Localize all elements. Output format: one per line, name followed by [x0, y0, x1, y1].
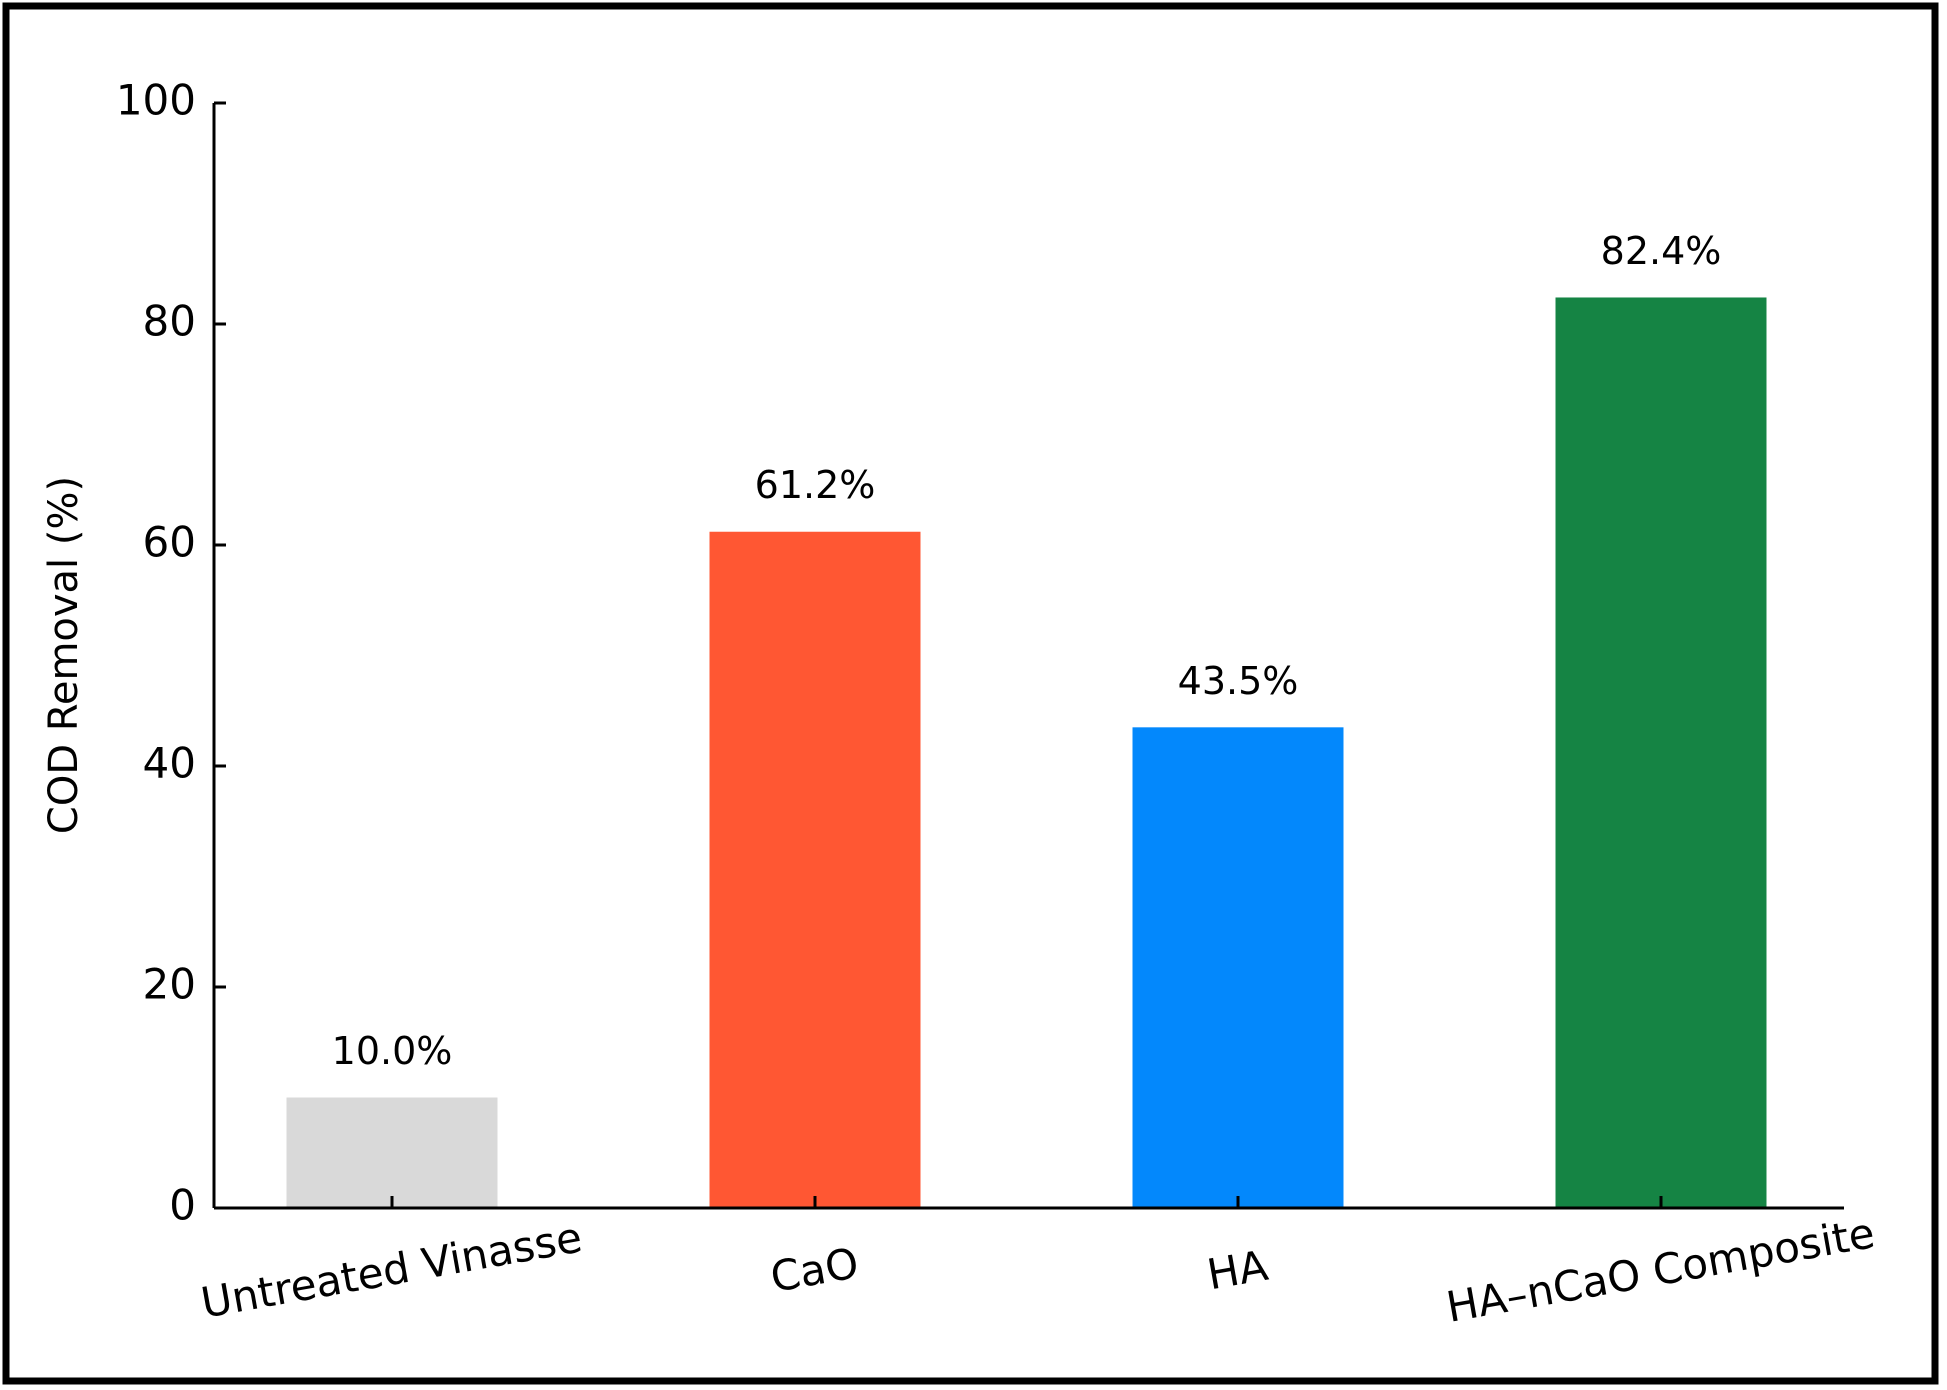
y-tick-label: 100	[116, 76, 196, 125]
y-axis-label: COD Removal (%)	[41, 476, 87, 834]
bar	[709, 531, 921, 1208]
x-tick-label: Untreated Vinasse	[197, 1212, 585, 1327]
y-tick-label: 60	[143, 518, 196, 567]
value-label: 43.5%	[1178, 659, 1299, 703]
value-label: 82.4%	[1601, 229, 1722, 273]
y-tick-label: 20	[143, 960, 196, 1009]
value-label: 10.0%	[332, 1029, 453, 1073]
x-tick-label: CaO	[767, 1238, 862, 1302]
bar	[1132, 727, 1344, 1208]
value-label: 61.2%	[755, 463, 876, 507]
x-tick-label: HA	[1204, 1241, 1272, 1300]
y-tick-label: 0	[169, 1181, 196, 1230]
y-tick-label: 80	[143, 297, 196, 346]
x-tick-label: HA–nCaO Composite	[1443, 1208, 1878, 1332]
bar	[286, 1097, 498, 1208]
bar	[1555, 297, 1767, 1209]
y-tick-label: 40	[143, 739, 196, 788]
